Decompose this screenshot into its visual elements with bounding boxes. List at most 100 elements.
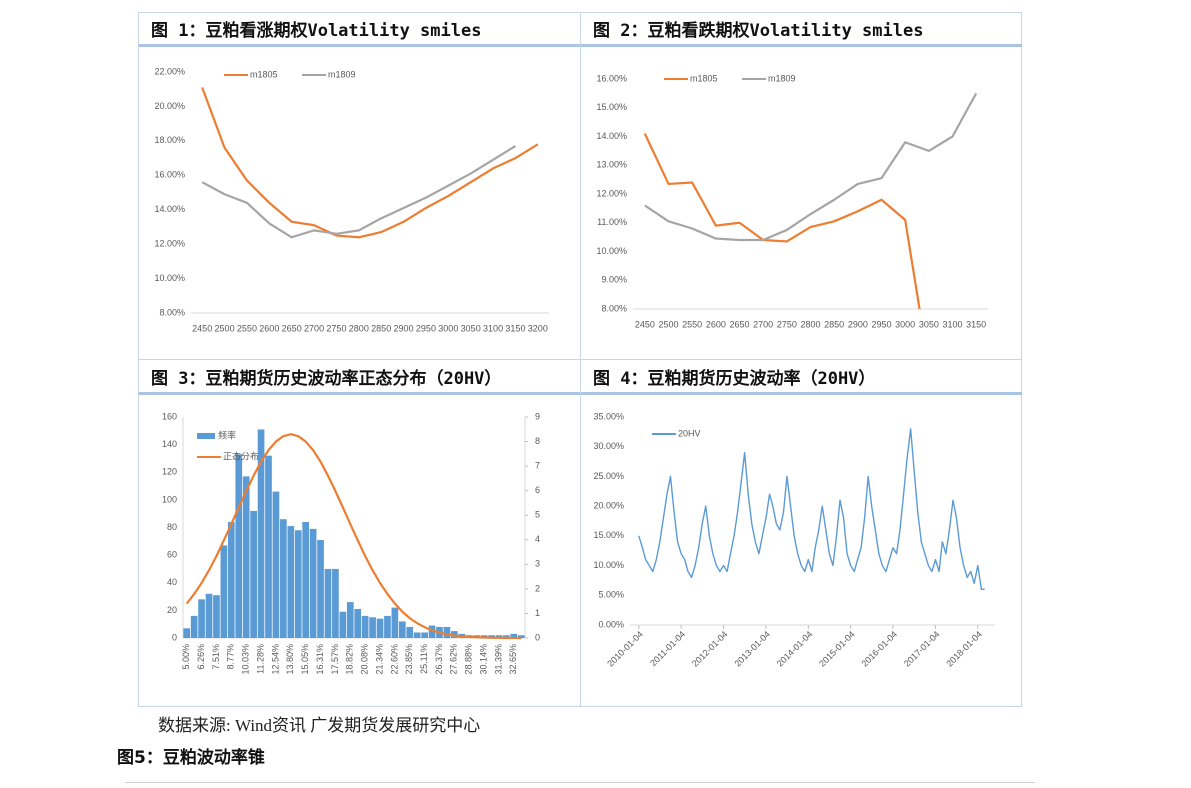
x-tick-label: 2750	[326, 323, 346, 333]
x-tick-label: 2014-01-04	[775, 629, 815, 669]
x-tick-label: 2015-01-04	[817, 629, 857, 669]
bar	[517, 635, 525, 638]
x-tick-label: 3000	[438, 323, 458, 333]
bar	[287, 526, 295, 638]
x-tick-label: 3200	[528, 323, 548, 333]
figure-title: 图 4：豆粕期货历史波动率（20HV）	[581, 361, 1022, 395]
bar	[503, 635, 510, 638]
bar	[354, 608, 362, 638]
x-tick-label: 2600	[706, 319, 726, 329]
x-tick-label: 27.62%	[449, 644, 459, 675]
series-line	[644, 92, 978, 242]
bar	[294, 530, 302, 638]
bar	[428, 625, 436, 638]
bar	[384, 615, 391, 638]
bar	[346, 602, 354, 638]
chart: 8.00% 10.00% 12.00% 14.00% 16.00% 18.00% 20.00…	[154, 66, 549, 333]
bar	[213, 595, 220, 638]
y-tick-label: 20	[167, 605, 177, 615]
y-tick-label: 9.00%	[601, 275, 627, 285]
y-tick-label: 25.00%	[593, 471, 624, 481]
bar	[257, 429, 265, 638]
y2-tick-label: 8	[535, 436, 540, 446]
bar	[272, 491, 280, 638]
bar	[413, 632, 421, 638]
x-tick-label: 2650	[282, 323, 302, 333]
x-tick-label: 13.80%	[285, 644, 295, 675]
x-tick-label: 3100	[942, 319, 962, 329]
y-tick-label: 60	[167, 550, 177, 560]
bar	[369, 617, 376, 638]
x-tick-label: 11.28%	[255, 644, 265, 674]
bar	[190, 615, 198, 638]
y-tick-label: 18.00%	[154, 135, 185, 145]
y-tick-label: 13.00%	[596, 160, 627, 170]
x-tick-label: 5.00%	[181, 644, 191, 670]
x-tick-label: 12.54%	[270, 644, 280, 675]
x-tick-label: 2800	[349, 323, 369, 333]
bar	[280, 519, 287, 638]
x-tick-label: 30.14%	[478, 644, 488, 675]
bar	[242, 476, 250, 638]
series-line	[638, 428, 985, 591]
x-tick-label: 2850	[371, 323, 391, 333]
bar	[495, 635, 503, 638]
x-tick-label: 2450	[635, 319, 655, 329]
legend-label: m1809	[328, 69, 356, 79]
figure-title: 图 3：豆粕期货历史波动率正态分布（20HV）	[139, 361, 580, 395]
y-tick-label: 8.00%	[159, 307, 185, 317]
x-tick-label: 2750	[777, 319, 797, 329]
legend-label: 20HV	[678, 428, 701, 438]
bar	[220, 545, 228, 638]
x-tick-label: 2700	[304, 323, 324, 333]
x-tick-label: 22.60%	[389, 644, 399, 675]
bar	[198, 599, 205, 638]
y-tick-label: 160	[162, 411, 177, 421]
y-tick-label: 14.00%	[154, 204, 185, 214]
x-tick-label: 31.39%	[493, 644, 503, 675]
x-tick-label: 18.82%	[345, 644, 355, 675]
x-tick-label: 2950	[871, 319, 891, 329]
x-tick-label: 2600	[259, 323, 279, 333]
divider	[125, 782, 1035, 783]
x-tick-label: 3150	[505, 323, 525, 333]
y-tick-label: 120	[162, 467, 177, 477]
x-tick-label: 2010-01-04	[605, 629, 645, 669]
y-tick-label: 20.00%	[593, 501, 624, 511]
y-tick-label: 10.00%	[154, 273, 185, 283]
y-tick-label: 5.00%	[598, 590, 624, 600]
legend-label: 频率	[218, 429, 236, 440]
y-tick-label: 12.00%	[596, 188, 627, 198]
x-tick-label: 2900	[848, 319, 868, 329]
bar	[302, 521, 310, 638]
x-tick-label: 28.88%	[464, 644, 474, 675]
x-tick-label: 10.03%	[241, 644, 251, 675]
bar	[510, 633, 518, 638]
x-tick-label: 8.77%	[226, 644, 236, 670]
y2-tick-label: 1	[535, 608, 540, 618]
y-tick-label: 100	[162, 494, 177, 504]
series-line	[643, 133, 921, 309]
x-tick-label: 2016-01-04	[859, 629, 899, 669]
y-tick-label: 0	[172, 632, 177, 642]
x-tick-label: 2550	[237, 323, 257, 333]
bar	[317, 539, 324, 638]
legend-label: 正态分布	[223, 450, 259, 461]
y2-tick-label: 0	[535, 632, 540, 642]
y2-tick-label: 7	[535, 460, 540, 470]
bar	[235, 454, 243, 638]
x-tick-label: 3050	[919, 319, 939, 329]
y-tick-label: 35.00%	[593, 411, 624, 421]
x-tick-label: 20.08%	[360, 644, 370, 675]
x-tick-label: 7.51%	[211, 644, 221, 670]
x-tick-label: 21.34%	[374, 644, 384, 675]
y-tick-label: 8.00%	[601, 303, 627, 313]
x-tick-label: 2650	[729, 319, 749, 329]
y-tick-label: 16.00%	[596, 73, 627, 83]
y2-tick-label: 5	[535, 510, 540, 520]
bar	[488, 635, 495, 638]
chart: 0.00% 5.00% 10.00% 15.00% 20.00% 25.00% 30.00%…	[593, 411, 995, 669]
x-tick-label: 2018-01-04	[944, 629, 984, 669]
figure-title: 图 2：豆粕看跌期权Volatility smiles	[581, 13, 1022, 47]
bar	[332, 568, 339, 638]
